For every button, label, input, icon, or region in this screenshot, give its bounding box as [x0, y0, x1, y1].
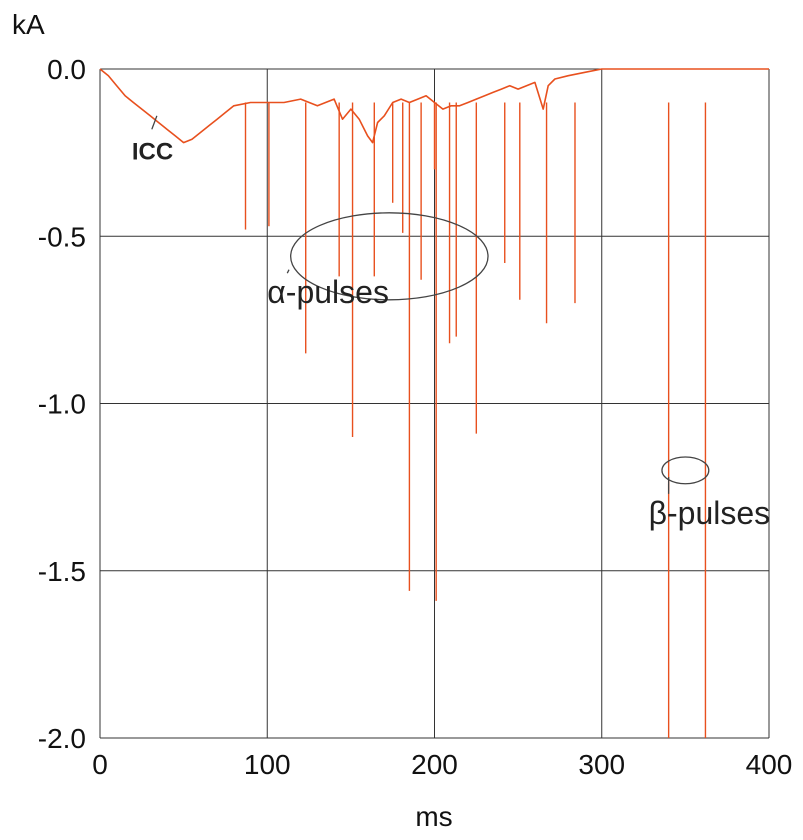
- x-tick-label: 0: [92, 749, 108, 780]
- tick-labels: 0 100 200 300 400 0.0 -0.5 -1.0 -1.5 -2.0: [38, 54, 793, 780]
- annotation-ellipse: [290, 212, 489, 301]
- x-tick-label: 200: [411, 749, 458, 780]
- annotation-label: ICC: [132, 138, 173, 165]
- x-tick-label: 400: [746, 749, 793, 780]
- x-axis-label: ms: [415, 801, 452, 832]
- annotation-ellipse: [661, 456, 710, 485]
- pulse-layer: [244, 102, 707, 738]
- annotation-leader: [151, 115, 158, 130]
- y-tick-label: -2.0: [38, 723, 86, 754]
- x-tick-label: 300: [578, 749, 625, 780]
- series-line-icc: [99, 68, 769, 144]
- annotation-label: β-pulses: [649, 495, 771, 531]
- annotation-layer: α-pulses β-pulses ICC: [132, 115, 771, 531]
- annotation-label: α-pulses: [267, 274, 389, 310]
- y-tick-label: -1.5: [38, 556, 86, 587]
- annotation-leader: [286, 269, 290, 274]
- y-tick-label: -1.0: [38, 389, 86, 420]
- y-axis-label: kA: [12, 9, 45, 40]
- x-tick-label: 100: [244, 749, 291, 780]
- y-tick-label: 0.0: [47, 54, 86, 85]
- series-layer: [99, 68, 769, 144]
- y-tick-label: -0.5: [38, 221, 86, 252]
- grid-lines: [99, 68, 770, 739]
